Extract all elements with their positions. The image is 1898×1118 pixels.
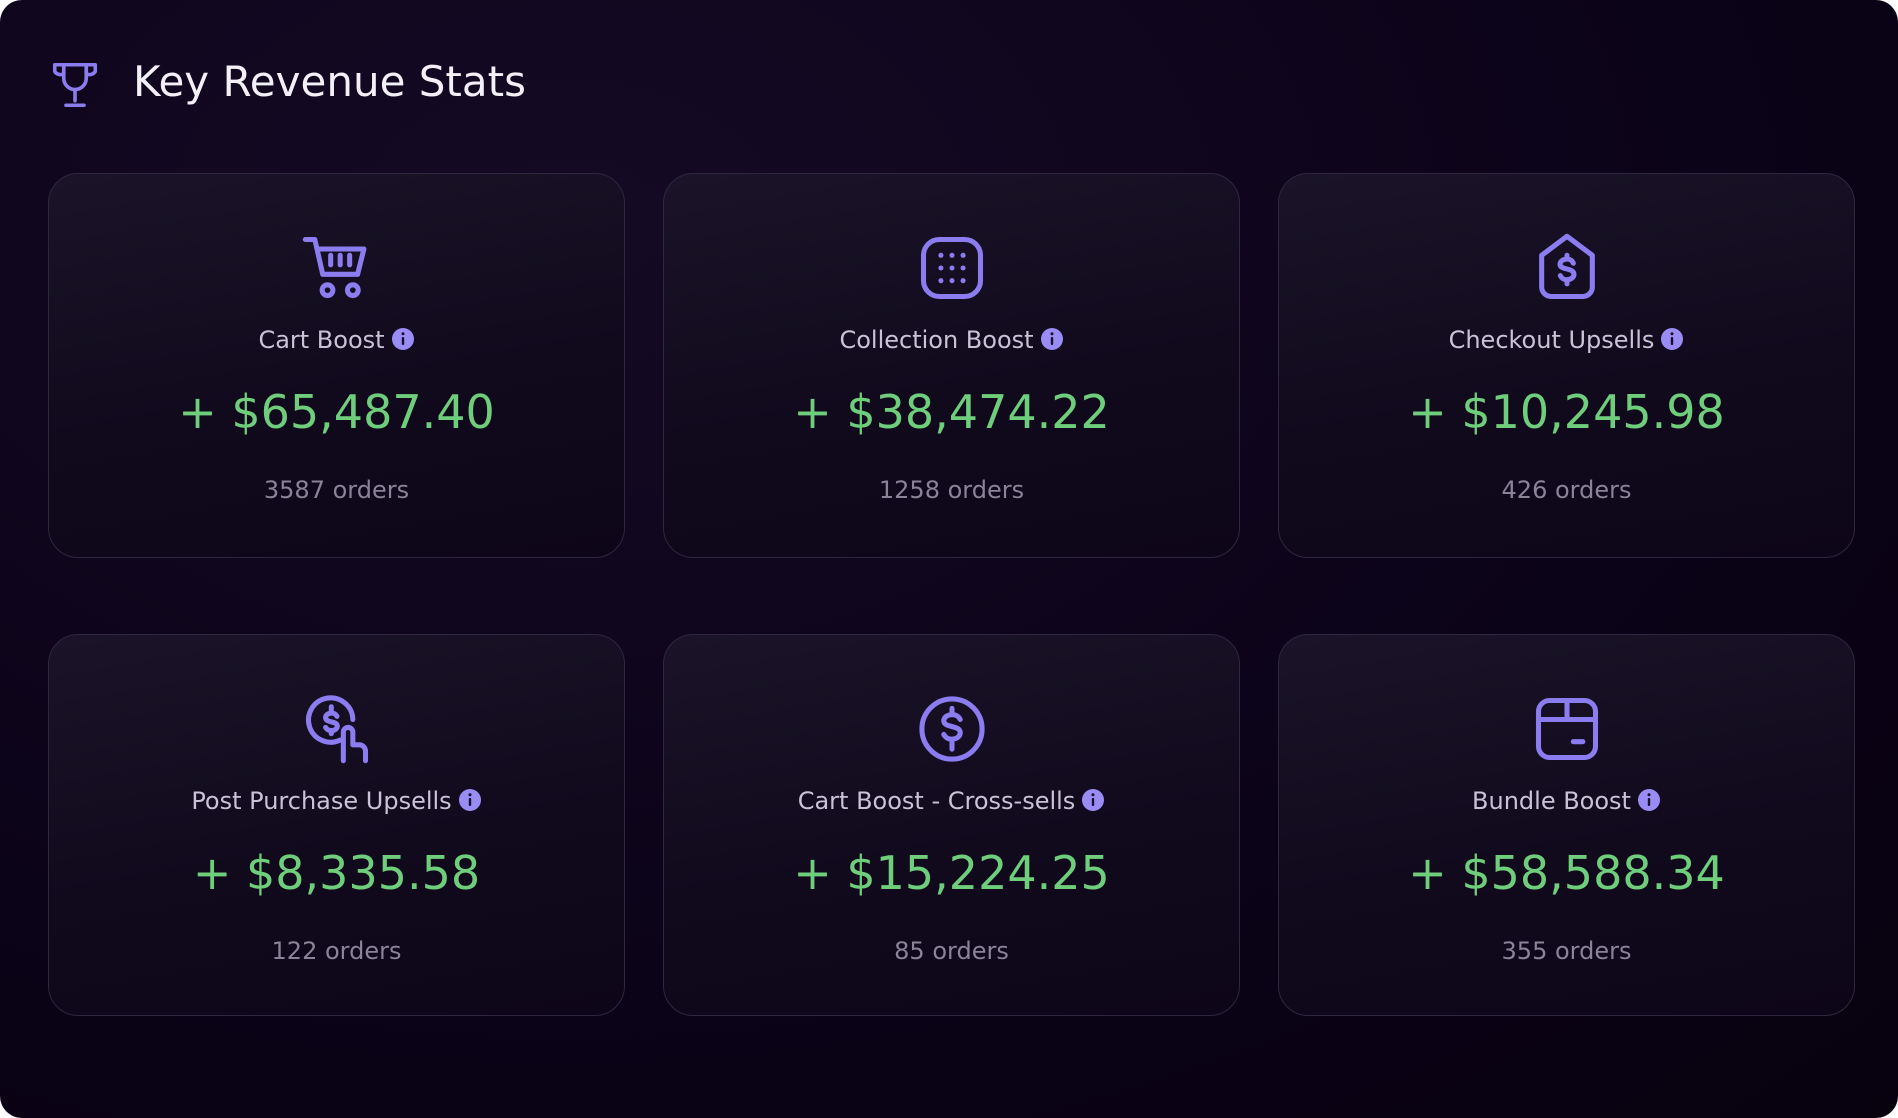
card-label: Post Purchase Upsells bbox=[49, 785, 624, 817]
card-label-text: Cart Boost - Cross-sells bbox=[797, 787, 1076, 815]
stat-card: Post Purchase Upsells + $8,335.58 122 orde… bbox=[48, 634, 625, 1016]
card-orders: 355 orders bbox=[1501, 937, 1632, 965]
stat-card: Checkout Upsells + $10,245.98 426 orders bbox=[1278, 173, 1855, 558]
trophy-icon bbox=[52, 62, 98, 108]
card-label-text: Cart Boost bbox=[258, 326, 385, 354]
icon-graphic bbox=[1535, 697, 1598, 761]
info-icon[interactable] bbox=[391, 327, 415, 351]
card-orders: 426 orders bbox=[1501, 476, 1632, 504]
stat-card: Bundle Boost + $58,588.34 355 orders bbox=[1278, 634, 1855, 1016]
card-label: Cart Boost - Cross-sells bbox=[664, 785, 1239, 817]
title: Key Revenue Stats bbox=[133, 57, 526, 106]
card-icon bbox=[914, 691, 990, 771]
stat-card: Cart Boost - Cross-sells + $15,224.25 85 o… bbox=[663, 634, 1240, 1016]
icon-graphic bbox=[1538, 233, 1595, 300]
card-orders: 3587 orders bbox=[263, 476, 410, 504]
card-icon bbox=[914, 230, 990, 310]
stat-card: Collection Boost + $38,474.22 1258 orders bbox=[663, 173, 1240, 558]
card-label: Collection Boost bbox=[664, 324, 1239, 356]
card-icon bbox=[299, 691, 375, 771]
card-orders: 1258 orders bbox=[878, 476, 1025, 504]
icon-graphic bbox=[305, 695, 368, 764]
info-icon[interactable] bbox=[1637, 788, 1661, 812]
card-amount: + $8,335.58 bbox=[192, 846, 481, 900]
card-label: Checkout Upsells bbox=[1279, 324, 1854, 356]
card-orders: 122 orders bbox=[271, 937, 402, 965]
card-icon bbox=[1529, 691, 1605, 771]
card-amount: + $38,474.22 bbox=[793, 385, 1110, 439]
icon-graphic bbox=[920, 236, 983, 300]
card-amount: + $65,487.40 bbox=[178, 385, 495, 439]
info-icon[interactable] bbox=[1081, 788, 1105, 812]
icon-graphic bbox=[302, 236, 366, 299]
card-orders: 85 orders bbox=[894, 937, 1009, 965]
card-label-text: Checkout Upsells bbox=[1448, 326, 1655, 354]
card-label: Bundle Boost bbox=[1279, 785, 1854, 817]
info-icon[interactable] bbox=[458, 788, 482, 812]
card-label-text: Post Purchase Upsells bbox=[191, 787, 452, 815]
stat-card: Cart Boost + $65,487.40 3587 orders bbox=[48, 173, 625, 558]
card-amount: + $15,224.25 bbox=[793, 846, 1110, 900]
card-label-text: Collection Boost bbox=[839, 326, 1034, 354]
card-label-text: Bundle Boost bbox=[1472, 787, 1631, 815]
card-icon bbox=[1529, 230, 1605, 310]
info-icon[interactable] bbox=[1040, 327, 1064, 351]
info-icon[interactable] bbox=[1660, 327, 1684, 351]
card-icon bbox=[299, 230, 375, 310]
card-amount: + $10,245.98 bbox=[1408, 385, 1725, 439]
card-label: Cart Boost bbox=[49, 324, 624, 356]
card-amount: + $58,588.34 bbox=[1408, 846, 1725, 900]
icon-graphic bbox=[918, 696, 985, 762]
